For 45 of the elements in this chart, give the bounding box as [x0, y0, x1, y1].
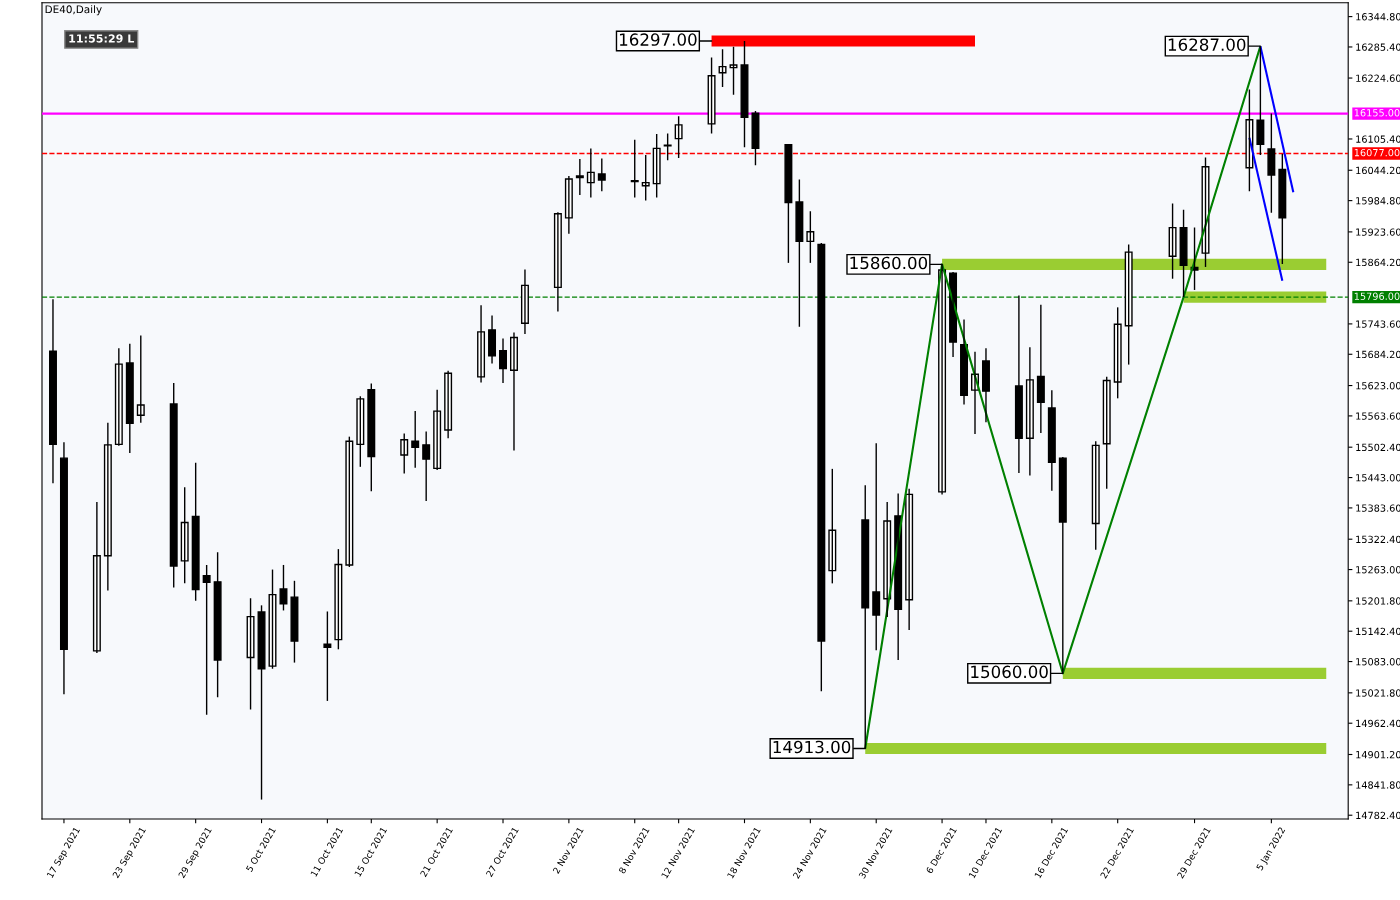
y-tick-label: 16224.60	[1356, 74, 1400, 82]
candlestick	[400, 432, 409, 475]
y-tick-label: 15864.20	[1356, 258, 1400, 267]
annotation: 11:55:29 L	[69, 34, 135, 43]
y-tick-label: 15502.40	[1356, 443, 1400, 452]
y-tick-label: 16044.20	[1356, 166, 1400, 175]
candlestick	[136, 334, 145, 424]
candlestick	[597, 157, 606, 193]
y-tick-label: 16105.40	[1356, 135, 1400, 143]
chart-title: DE40,Daily	[45, 5, 102, 16]
candlestick	[663, 132, 672, 161]
y-tick-label: 15142.40	[1356, 627, 1400, 636]
candlestick	[202, 564, 211, 716]
annotation: 16287.00	[1168, 38, 1246, 51]
y-tick-label: 15984.80	[1356, 197, 1400, 205]
candlestick	[729, 45, 738, 96]
annotation: 14913.00	[773, 740, 851, 754]
y-tick-label: 16285.40	[1356, 43, 1400, 51]
y-tick-label: 14901.20	[1356, 750, 1400, 759]
candlestick	[1267, 112, 1276, 214]
y-tick-label: 15743.60	[1356, 320, 1400, 328]
ref-line-label: 15796.00	[1354, 292, 1400, 300]
y-tick-label: 15021.80	[1356, 689, 1400, 697]
ref-line-label: 16077.00	[1354, 148, 1400, 157]
y-tick-label: 15083.00	[1356, 658, 1400, 666]
annotation: 15060.00	[971, 665, 1048, 679]
ref-line-label: 16155.00	[1354, 109, 1400, 117]
y-tick-label: 15623.00	[1356, 382, 1400, 390]
candlestick	[323, 610, 332, 702]
y-tick-label: 15383.60	[1356, 504, 1400, 512]
y-tick-label: 15923.60	[1356, 228, 1400, 236]
annotation: 15860.00	[850, 256, 928, 270]
y-tick-label: 15201.80	[1356, 597, 1400, 605]
y-tick-label: 15443.00	[1356, 474, 1400, 482]
y-tick-label: 16344.80	[1356, 13, 1400, 21]
y-tick-label: 15684.20	[1356, 350, 1400, 359]
y-tick-label: 15563.60	[1356, 412, 1400, 420]
y-tick-label: 15322.40	[1356, 535, 1400, 544]
candlestick	[279, 564, 288, 612]
candlestick	[872, 442, 881, 652]
y-tick-label: 14841.80	[1356, 781, 1400, 789]
annotation: 16297.00	[619, 33, 697, 46]
y-tick-label: 14962.40	[1356, 719, 1400, 728]
y-tick-label: 15263.00	[1356, 566, 1400, 574]
y-tick-label: 14782.40	[1356, 811, 1400, 820]
